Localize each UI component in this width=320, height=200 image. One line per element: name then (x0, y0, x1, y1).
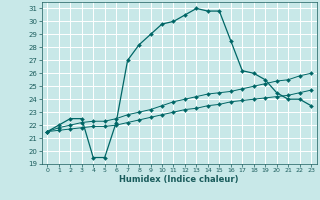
X-axis label: Humidex (Indice chaleur): Humidex (Indice chaleur) (119, 175, 239, 184)
